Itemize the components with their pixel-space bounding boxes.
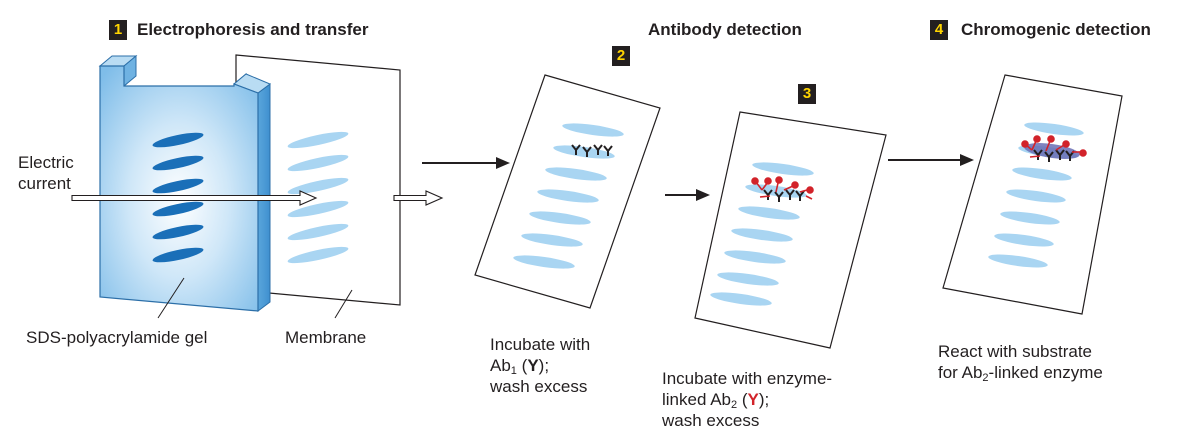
- membrane-sheet-3: [694, 111, 887, 349]
- membrane-bands-1: [287, 131, 349, 264]
- step-4-caption: React with substrate for Ab2-linked enzy…: [938, 342, 1103, 384]
- step-1-title: Electrophoresis and transfer: [137, 20, 369, 39]
- ab2-enzyme-antibodies-step3: [751, 176, 814, 200]
- step-3-caption: Incubate with enzyme- linked Ab2 (Y); wa…: [662, 369, 833, 430]
- electric-current-label: Electric current: [18, 153, 74, 193]
- step-4-badge: 4: [930, 20, 948, 40]
- gel-label: SDS-polyacrylamide gel: [26, 328, 208, 347]
- membrane-bands-4: [988, 122, 1084, 268]
- ab2-enzyme-antibodies-step4: [1021, 135, 1087, 158]
- arrow-to-step3: [665, 189, 710, 201]
- gel-leader-line: [157, 277, 185, 319]
- step-2-title: Antibody detection: [648, 20, 802, 39]
- step-2-caption: Incubate with Ab1 (Y); wash excess: [490, 335, 591, 396]
- electric-current-arrow: [71, 190, 318, 206]
- arrow-to-step2: [422, 157, 510, 169]
- step-1-heading: 1 Electrophoresis and transfer: [109, 20, 368, 40]
- ab2-symbol-icon: Y: [747, 390, 759, 409]
- membrane-leader-line: [334, 289, 353, 319]
- membrane-bands-2: [513, 123, 624, 269]
- ab1-symbol-icon: Y: [527, 356, 539, 375]
- step-2-badge-wrap: 2: [612, 46, 630, 66]
- membrane-label: Membrane: [285, 328, 367, 347]
- transfer-arrow: [393, 190, 444, 206]
- step-4-title: Chromogenic detection: [961, 20, 1151, 39]
- step-1-badge: 1: [109, 20, 127, 40]
- step-3-badge: 3: [798, 84, 816, 104]
- step-2-badge: 2: [612, 46, 630, 66]
- arrow-to-step4: [888, 154, 974, 166]
- step-2-heading: Antibody detection: [648, 20, 802, 40]
- step-4-heading: 4 Chromogenic detection: [930, 20, 1151, 40]
- step-3-badge-wrap: 3: [798, 84, 816, 104]
- gel-bands: [152, 132, 204, 263]
